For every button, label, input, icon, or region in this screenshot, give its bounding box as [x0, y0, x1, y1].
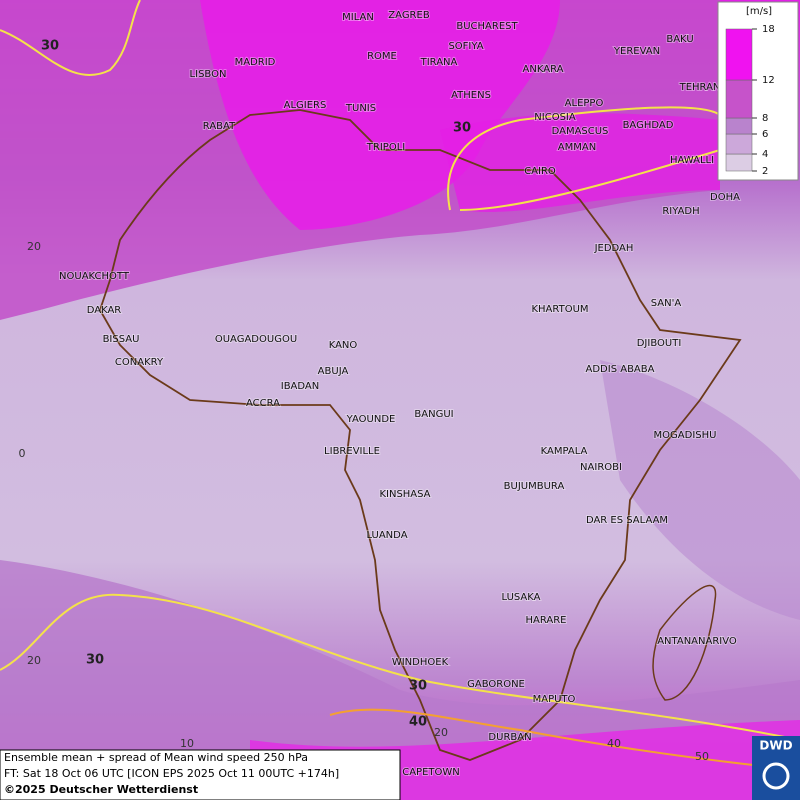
city-label: DAKAR — [87, 305, 122, 316]
city-label: WINDHOEK — [392, 657, 449, 668]
city-label: RABAT — [203, 121, 236, 132]
legend-swatch — [725, 28, 753, 81]
contour-label: 30 — [41, 39, 59, 54]
city-label: MILAN — [342, 12, 374, 23]
city-label: ALEPPO — [565, 98, 604, 109]
city-label: MAPUTO — [533, 694, 576, 705]
grid-label: 0 — [19, 447, 26, 460]
city-label: ATHENS — [451, 90, 491, 101]
isotach — [329, 708, 800, 771]
grid-label: 20 — [434, 726, 448, 739]
city-label: ANTANANARIVO — [657, 636, 737, 647]
city-label: MOGADISHU — [654, 430, 717, 441]
city-label: GABORONE — [467, 679, 525, 690]
city-label: DAMASCUS — [552, 126, 609, 137]
isotach — [0, 0, 141, 77]
city-label: ZAGREB — [388, 10, 430, 21]
coastline — [99, 109, 742, 761]
jet-core — [200, 0, 560, 230]
city-label: IBADAN — [281, 381, 320, 392]
city-label: MADRID — [235, 57, 276, 68]
legend-unit: [m/s] — [746, 6, 772, 17]
city-label: YAOUNDE — [346, 414, 396, 425]
caption-line: FT: Sat 18 Oct 06 UTC [ICON EPS 2025 Oct… — [4, 767, 339, 780]
city-label: HAWALLI — [670, 155, 714, 166]
city-label: ALGIERS — [284, 100, 327, 111]
contour-label: 30 — [409, 679, 427, 694]
city-label: JEDDAH — [594, 243, 634, 254]
city-label: BISSAU — [103, 334, 140, 345]
legend-swatch — [725, 79, 753, 119]
city-label: LUANDA — [366, 530, 407, 541]
city-label: NICOSIA — [534, 112, 576, 123]
grid-label: 50 — [695, 750, 709, 763]
city-label: AMMAN — [558, 142, 596, 153]
isotach — [447, 106, 721, 211]
city-label: ABUJA — [318, 366, 349, 377]
grid-label: 20 — [27, 240, 41, 253]
legend-tick-label: 18 — [762, 24, 775, 35]
city-label: ANKARA — [523, 64, 564, 75]
city-label: BUJUMBURA — [504, 481, 565, 492]
caption-line: ©2025 Deutscher Wetterdienst — [4, 783, 198, 796]
contour-label: 30 — [86, 653, 104, 668]
city-label: TRIPOLI — [366, 142, 405, 153]
grid-label: 40 — [607, 737, 621, 750]
city-label: KINSHASA — [379, 489, 430, 500]
city-label: CONAKRY — [115, 357, 164, 368]
city-label: YEREVAN — [613, 46, 660, 57]
contour-label: 30 — [453, 121, 471, 136]
legend-tick-label: 12 — [762, 75, 775, 86]
wind-area — [600, 360, 800, 620]
legend-swatch — [725, 133, 753, 155]
city-label: DJIBOUTI — [637, 338, 682, 349]
jet-core — [440, 113, 720, 213]
city-label: TIRANA — [420, 57, 458, 68]
city-label: DOHA — [710, 192, 740, 203]
city-label: ROME — [367, 51, 397, 62]
grid-label: 10 — [180, 737, 194, 750]
caption-box — [0, 749, 401, 800]
city-label: SOFIYA — [448, 41, 483, 52]
city-label: CAPETOWN — [402, 767, 460, 778]
legend-tick-label: 6 — [762, 129, 768, 140]
city-label: KHARTOUM — [531, 304, 588, 315]
city-label: BAKU — [666, 34, 693, 45]
grid-label: 20 — [27, 654, 41, 667]
contour-label: 40 — [409, 715, 427, 730]
city-label: ACCRA — [246, 398, 280, 409]
city-label: TEHRAN — [679, 82, 721, 93]
logo-swirl — [762, 762, 790, 790]
city-label: OUAGADOUGOU — [215, 334, 297, 345]
legend-swatch — [725, 153, 753, 172]
city-label: DAR ES SALAAM — [586, 515, 668, 526]
isotach — [0, 593, 800, 741]
city-label: KAMPALA — [541, 446, 588, 457]
city-label: DURBAN — [488, 732, 531, 743]
city-label: HARARE — [525, 615, 566, 626]
city-label: SAN'A — [651, 298, 682, 309]
city-label: BAGHDAD — [623, 120, 674, 131]
city-label: BANGUI — [414, 409, 453, 420]
city-label: BUCHAREST — [456, 21, 518, 32]
city-label: TUNIS — [345, 103, 376, 114]
city-label: LISBON — [190, 69, 227, 80]
city-label: NAIROBI — [580, 462, 622, 473]
city-label: RIYADH — [662, 206, 699, 217]
logo-text: DWD — [759, 739, 792, 753]
city-label: ADDIS ABABA — [586, 364, 655, 375]
city-label: KANO — [329, 340, 358, 351]
legend-tick-label: 8 — [762, 113, 768, 124]
madagascar — [652, 584, 717, 701]
city-label: NOUAKCHOTT — [59, 271, 130, 282]
legend-swatch — [725, 117, 753, 135]
legend-tick-label: 4 — [762, 149, 768, 160]
city-label: LIBREVILLE — [324, 446, 380, 457]
caption-line: Ensemble mean + spread of Mean wind spee… — [4, 751, 308, 764]
city-label: LUSAKA — [502, 592, 541, 603]
legend-tick-label: 2 — [762, 166, 768, 177]
city-label: CAIRO — [524, 166, 556, 177]
